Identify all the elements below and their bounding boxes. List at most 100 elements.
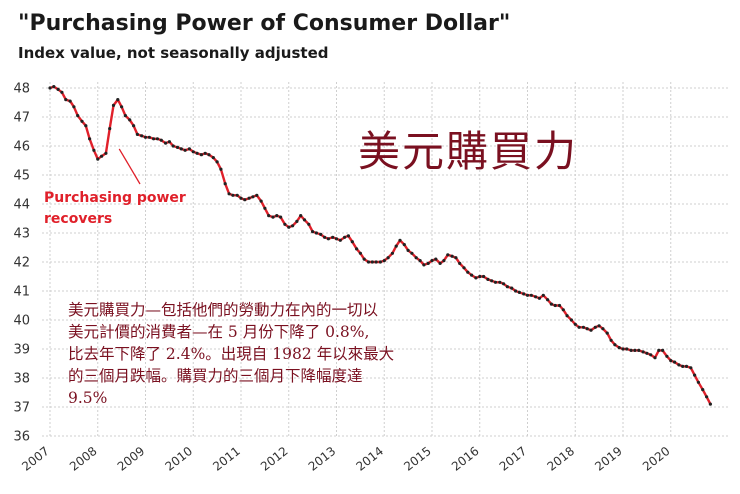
data-point <box>155 137 159 141</box>
y-tick-label: 48 <box>13 82 30 97</box>
data-point <box>693 373 697 377</box>
y-tick-label: 37 <box>13 401 30 416</box>
data-point <box>223 182 227 186</box>
data-point <box>390 251 394 255</box>
data-point <box>673 360 677 364</box>
data-point <box>625 347 629 351</box>
data-point <box>331 235 335 239</box>
data-point <box>629 348 633 352</box>
data-point <box>287 225 291 229</box>
data-point <box>100 154 104 158</box>
data-point <box>430 259 434 263</box>
data-point <box>116 98 120 102</box>
y-tick-label: 38 <box>13 372 30 387</box>
data-point <box>613 343 617 347</box>
data-point <box>569 318 574 322</box>
data-point <box>362 257 366 261</box>
y-tick-label: 43 <box>13 227 30 242</box>
data-point <box>199 153 203 157</box>
data-point <box>195 151 199 155</box>
data-point <box>641 350 645 354</box>
data-point <box>92 148 96 152</box>
data-point <box>311 230 315 234</box>
data-point <box>259 199 263 203</box>
data-point <box>585 327 589 331</box>
data-point <box>255 193 259 197</box>
data-point <box>56 87 60 91</box>
data-point <box>175 145 180 149</box>
data-point <box>219 167 223 171</box>
data-point <box>295 219 299 223</box>
grid <box>42 82 728 437</box>
data-point <box>343 235 347 239</box>
data-point <box>434 257 438 261</box>
data-point <box>191 150 195 154</box>
data-point <box>72 105 76 109</box>
data-point <box>291 224 295 228</box>
data-point <box>422 263 426 267</box>
data-point <box>446 253 450 257</box>
data-point <box>402 243 406 247</box>
y-tick-label: 41 <box>13 285 30 300</box>
overlay-note-line: 美元購買力—包括他們的勞動力在內的一切以 <box>68 301 379 319</box>
data-point <box>366 260 371 264</box>
data-point <box>438 261 442 265</box>
data-point <box>398 238 402 242</box>
data-point <box>68 99 72 103</box>
x-tick-label: 2014 <box>353 444 386 474</box>
data-point <box>88 137 92 141</box>
data-point <box>235 193 239 197</box>
data-point <box>462 266 466 270</box>
overlay-note-line: 的三個月跌幅。購買力的三個月下降幅度達 <box>68 367 363 385</box>
data-point <box>645 351 649 355</box>
data-point <box>140 134 144 138</box>
data-point <box>589 328 593 332</box>
data-point <box>701 388 705 392</box>
data-point <box>498 280 502 284</box>
data-point <box>167 140 171 144</box>
data-point <box>48 86 52 90</box>
data-point <box>267 214 271 218</box>
data-point <box>510 286 514 290</box>
x-tick-label: 2010 <box>162 444 195 474</box>
data-point <box>661 348 665 352</box>
data-point <box>394 244 398 248</box>
data-point <box>147 135 151 139</box>
data-point <box>247 196 251 200</box>
y-tick-label: 45 <box>13 169 30 184</box>
data-point <box>665 354 669 358</box>
data-point <box>120 105 124 109</box>
data-point <box>370 260 374 264</box>
data-point <box>581 325 586 329</box>
annotation-leader <box>118 148 141 185</box>
data-point <box>215 160 219 164</box>
data-point <box>338 238 342 242</box>
data-point <box>271 215 275 219</box>
data-point <box>553 303 557 308</box>
data-point <box>123 114 127 118</box>
data-point <box>358 251 362 255</box>
data-point <box>64 98 68 102</box>
data-point <box>406 248 410 252</box>
data-point <box>414 256 418 260</box>
data-point <box>426 261 430 265</box>
data-point <box>60 90 64 94</box>
data-point <box>522 292 526 296</box>
data-point <box>355 247 359 251</box>
y-tick-label: 39 <box>13 343 30 358</box>
data-point <box>454 256 458 260</box>
data-point <box>96 157 100 161</box>
data-point <box>243 198 247 202</box>
data-point <box>597 324 601 328</box>
x-tick-label: 2018 <box>544 444 577 474</box>
y-tick-label: 40 <box>13 314 30 329</box>
data-point <box>52 85 56 89</box>
data-point <box>251 195 255 199</box>
data-point <box>705 395 709 399</box>
data-point <box>458 261 462 265</box>
overlay-note-line: 美元計價的消費者—在 5 月份下降了 0.8%, <box>68 323 370 341</box>
data-point <box>557 303 562 308</box>
overlay-headline: 美元購買力 <box>358 127 579 176</box>
data-point <box>493 280 498 284</box>
